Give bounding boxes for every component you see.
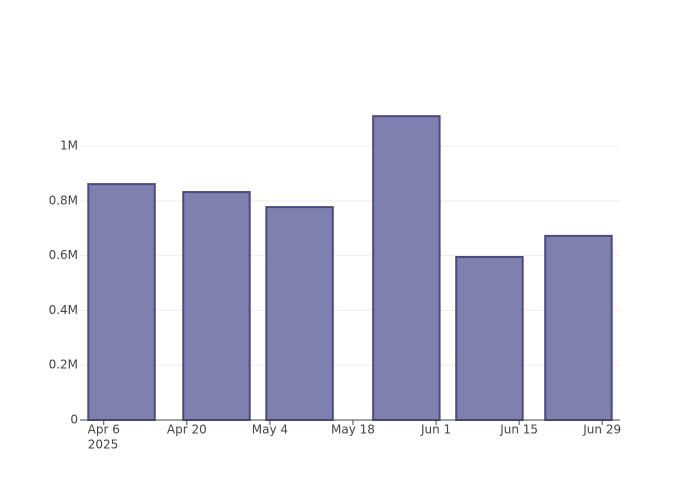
y-tick-label: 0.2M [49,358,78,372]
bar [372,115,441,421]
y-tick-label: 0 [70,413,78,427]
x-tick-label: Jun 15 [499,423,538,437]
x-tick-label: Jun 1 [420,423,451,437]
x-tick-label: May 4 [252,423,288,437]
x-tick-label: Jun 29 [582,423,621,437]
x-tick-sublabel: 2025 [88,438,119,452]
y-tick-label: 0.4M [49,303,78,317]
bar [544,234,613,421]
y-tick-label: 0.8M [49,193,78,207]
bar [265,206,334,421]
x-tick-label: May 18 [331,423,375,437]
bar [455,255,524,421]
x-tick-label: Apr 20 [167,423,207,437]
bar [182,191,251,421]
y-tick-label: 0.6M [49,248,78,262]
bar [87,183,156,421]
y-tick-label: 1M [60,139,78,153]
x-tick-label: Apr 6 [88,423,120,437]
